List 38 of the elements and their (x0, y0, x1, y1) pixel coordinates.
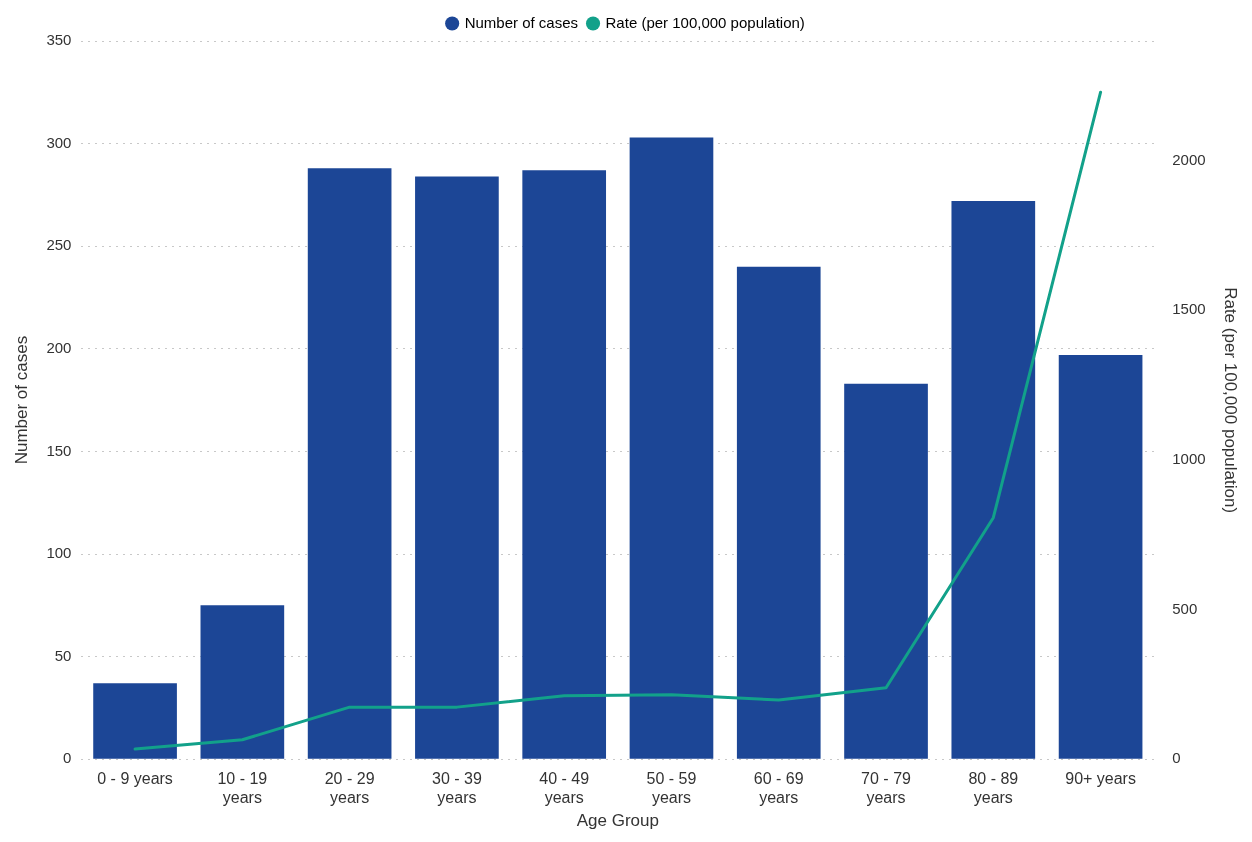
bar (1058, 354, 1143, 759)
x-axis-title: Age Group (576, 811, 659, 831)
bar (415, 176, 499, 759)
y-tick-label: 50 (54, 646, 72, 664)
y-tick-label: 0 (63, 749, 72, 767)
legend-label: Rate (per 100,000 population) (605, 13, 805, 31)
bar (93, 683, 177, 759)
bar (522, 170, 607, 759)
x-tick-label: 20 - 29 years (324, 770, 375, 807)
y-tick-label: 300 (46, 133, 72, 151)
bar (629, 137, 714, 759)
bar (844, 383, 928, 759)
y2-tick-label: 2000 (1172, 150, 1206, 168)
y2-tick-label: 1000 (1172, 450, 1206, 468)
y2-tick-label: 0 (1172, 749, 1181, 767)
x-tick-label: 50 - 59 years (646, 770, 697, 807)
y-tick-label: 350 (46, 31, 72, 49)
bar (736, 266, 821, 759)
x-tick-label: 80 - 89 years (968, 770, 1019, 807)
legend-label: Number of cases (464, 13, 579, 31)
x-tick-label: 10 - 19 years (217, 770, 268, 807)
bar (951, 201, 1036, 759)
y-tick-label: 100 (46, 544, 72, 562)
y-tick-label: 150 (46, 441, 72, 459)
y2-tick-label: 1500 (1172, 300, 1206, 318)
x-tick-label: 40 - 49 years (539, 770, 590, 807)
bar (200, 605, 285, 759)
x-tick-label: 30 - 39 years (432, 770, 482, 807)
x-tick-label: 0 - 9 years (97, 770, 173, 788)
y-tick-label: 250 (46, 236, 72, 254)
y-axis-title: Number of cases (11, 335, 31, 465)
bar (307, 168, 392, 759)
x-tick-label: 70 - 79 years (861, 770, 912, 807)
y-tick-label: 200 (46, 338, 72, 356)
y2-axis-title: Rate (per 100,000 population) (1221, 287, 1241, 514)
y2-tick-label: 500 (1172, 599, 1198, 617)
x-tick-label: 60 - 69 years (753, 770, 804, 807)
x-tick-label: 90+ years (1065, 770, 1136, 788)
